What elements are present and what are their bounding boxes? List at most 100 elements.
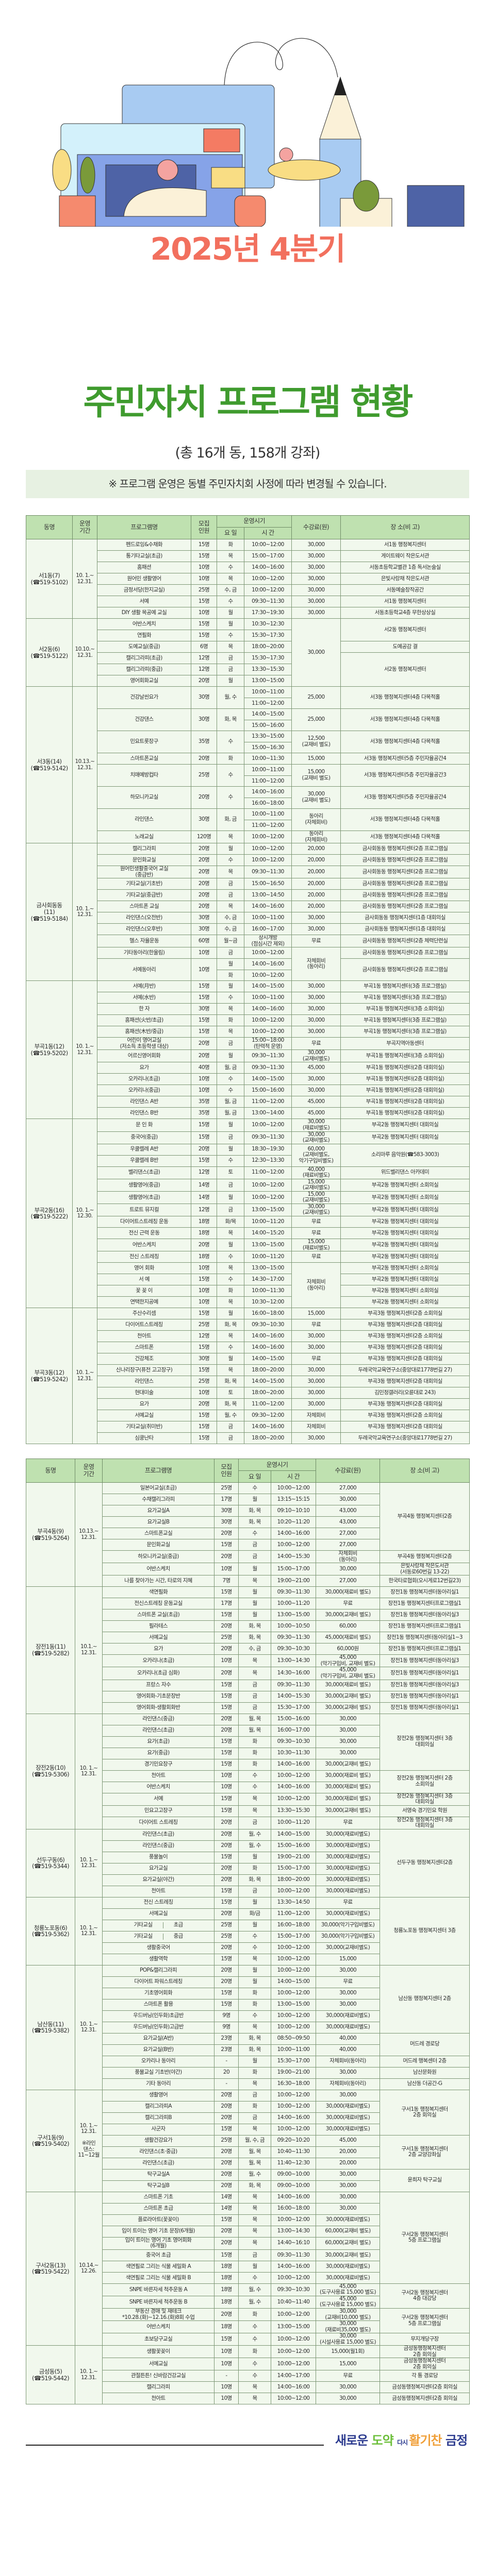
place: 장전1동 행정복지센터동아리실1 <box>380 1586 470 1599</box>
program-row: 영어회화-생활회화반 15명 금 15:30~17:00 30,000(교재비 별도) 장… <box>26 1702 470 1714</box>
capacity: 20명 <box>191 1037 217 1050</box>
program-name: 필라테스 <box>102 1620 214 1633</box>
program-name: 생활영어(중급) <box>97 1178 191 1192</box>
time: 09:30~11:30 <box>270 1586 317 1599</box>
capacity: 20명 <box>191 1398 217 1411</box>
program-row: 캘리그라피A 20명 화 10:00~12:00 30,000(재료비별도) <box>26 2100 470 2113</box>
fee: 30,000 <box>291 1342 341 1354</box>
program-name: 서 예 <box>97 1274 191 1286</box>
program-row: 구서2동(13) (☎519-5422) 10.14.~ 12.26. 스마트폰 기초… <box>26 2191 470 2346</box>
program-name: 색연필화 <box>102 1586 214 1599</box>
day: 월, 수 <box>238 2295 271 2309</box>
time: 13:00~15:00 <box>243 1262 292 1275</box>
capacity: 10명 <box>214 1654 239 1668</box>
fee: 30,000(재료비별도) <box>316 1851 381 1863</box>
program-row: 남산동(11) (☎519-5382) 10. 1.~ 12.31. POP&캘리그라… <box>26 1964 470 2090</box>
capacity: 18명 <box>214 2295 239 2309</box>
fee: 30,000 <box>316 1964 381 1977</box>
program-name: 치매예방컵타 <box>97 764 191 787</box>
fee: 무료 <box>291 1227 341 1240</box>
program-row: 라인댄스(중급) 20명 월, 수 15:00~16:00 30,000(재료비별도) <box>26 1840 470 1852</box>
place: 윤희자 탁구교실 <box>380 2168 470 2192</box>
program-row: 요가교실(B반) 23명 화, 목 10:00~11:00 40,000 <box>26 2044 470 2056</box>
fee: 30,000 <box>316 2089 381 2102</box>
day: 월 <box>217 1049 244 1063</box>
program-name: 문 인 화 <box>97 1118 191 1132</box>
program-row: 입이 트이는 영어 기초 영어회화 (6개월) 20명 목 14:40~16:10 60… <box>26 2236 470 2250</box>
capacity: 18명 <box>191 1227 217 1240</box>
fee: 45,000 <box>316 2134 381 2147</box>
place: 금성동행정복지센터 2층 회의실 <box>380 2358 470 2371</box>
time: 11:00~12:00 <box>270 1908 317 1920</box>
time: 10:00~12:00 <box>270 1885 317 1897</box>
program-name: 입이 트이는 영어 기초 문장(6개월) <box>102 2225 214 2238</box>
capacity: 15명 <box>191 1118 217 1132</box>
program-name: 라인댄스(오전반) <box>97 912 191 924</box>
dong-phone: (☎519-5264) <box>31 1534 70 1541</box>
col-header-dong: 동명 <box>26 1459 75 1483</box>
day: 화 <box>238 2066 271 2079</box>
program-name: 요가교실 <box>102 1862 214 1875</box>
program-name: 스마트폰교실 <box>97 753 191 765</box>
day: 월 <box>238 1964 271 1977</box>
program-row: 초보당구교실 15명 수 10:00~12:00 30,000 (시설사용료 15,00… <box>26 2333 470 2346</box>
program-row: 오카리나(중급) 10명 수 15:00~16:00 30,000 부곡1동 행정복지센터… <box>26 1084 470 1097</box>
period-cell: 10.13.~ 12.31. <box>75 1482 103 1587</box>
program-name: 문인화교실 <box>102 1539 214 1551</box>
program-row: 오카리나(초급 심화) 20명 목 14:30~16:00 45,000 (악기구입비,… <box>26 1667 470 1680</box>
capacity: 20명 <box>214 1550 239 1564</box>
day: 목 <box>238 1792 271 1806</box>
day: 수 <box>217 596 244 607</box>
capacity: 15명 <box>214 1851 239 1863</box>
place: 서동예술창작공간 <box>340 584 470 596</box>
program-row: 생활건강요가 25명 월, 수, 금 09:20~10:20 45,000 구서1동 행정… <box>26 2134 470 2170</box>
day: 월 <box>217 1308 244 1320</box>
program-name: 기타동아리(한울림) <box>97 947 191 959</box>
program-row: 라인댄스 25명 화, 목 14:00~15:00 30,000 부곡3동 행정복지센터2… <box>26 1376 470 1388</box>
program-name: 하모니카교실(중급) <box>102 1550 214 1564</box>
time: 14:00~16:00 <box>270 1781 317 1793</box>
dong-name: 청룡노포동(6) <box>34 1924 68 1931</box>
program-row: 서3동(14) (☎519-5142) 10.13.~ 12.31. 건강날씬요가 30… <box>26 686 470 844</box>
place: 구서2동 행정복지센터 5층 프로그램실 <box>380 2191 470 2284</box>
period-cell: 10. 1.~ 12.31. <box>75 1828 103 1897</box>
program-row: 서예동아리 10명 월 화 14:00~16:00 10:00~12:00 금사회동동 행정… <box>26 958 470 981</box>
day: 화 <box>217 1014 244 1027</box>
place: 도예공감 결 <box>340 641 470 653</box>
program-row: 청룡노포동(6) (☎519-5362) 10. 1.~ 12.31. 전신 스트레칭… <box>26 1896 470 1965</box>
dong-phone: (☎519-5222) <box>30 1213 68 1221</box>
capacity: 30명 <box>214 1505 239 1517</box>
fee: 45,000 <box>291 1062 341 1074</box>
capacity: 9명 <box>214 2021 239 2033</box>
capacity: 20명 <box>214 1713 239 1725</box>
program-name: 하모니카교실 <box>97 786 191 809</box>
program-row: 라인댄스(오전반) 30명 수, 금 10:00~11:00 30,000 금사회동동 행… <box>26 912 470 924</box>
col-header-program: 프로그램명 <box>102 1459 214 1483</box>
time: 12:30~13:30 <box>243 1155 292 1167</box>
period-cell: 10. 1.~ 12.31. <box>75 2345 103 2405</box>
dong-name-cell: 선두구동(6) (☎519-5344) <box>26 1828 75 1897</box>
day: 월 <box>238 1896 271 1909</box>
program-name: 영어회화-생활회화반 <box>102 1702 214 1714</box>
place: 부곡2동 행정복지센터 대회의실 <box>340 1118 470 1132</box>
place: 부곡3동 행정복지센터2층 대회의실 <box>340 1319 470 1331</box>
day: 수 <box>238 2370 271 2382</box>
day: 화 <box>217 753 244 765</box>
day: 월 <box>217 1143 244 1156</box>
time: 13:30~15:00 <box>252 733 284 739</box>
capacity: 10명 <box>191 947 217 959</box>
program-row: 기타 동아리 - 목 16:30~18:00 자체회비(동아리) 남산동 더공간-G <box>26 2078 470 2090</box>
fee: 45,000 (도구사용료 15,000 별도) <box>316 2295 381 2309</box>
fee: 무료 <box>291 1216 341 1228</box>
capacity: 15명 <box>214 1609 239 1621</box>
program-name: 오카리나(초급 심화) <box>102 1667 214 1680</box>
program-row: 꽃 꽂 이 10명 화 10:00~11:30 부곡2동 행정복지센터 소회의실 <box>26 1285 470 1297</box>
period-cell: 10.10.~ 12.31. <box>72 618 97 687</box>
program-name: 색연필로 그리는 식물 세밀화 A <box>102 2260 214 2273</box>
time: 10:00~12:00 <box>243 573 292 585</box>
place: 부곡2동 행정복지센터 소회의실 <box>340 1191 470 1204</box>
place: 서1동 행정복지센터 <box>340 596 470 607</box>
time: 10:40~11:30 <box>270 2146 317 2158</box>
program-name: 홈패션(木반/중급) <box>97 1026 191 1038</box>
capacity: 14명 <box>214 2202 239 2215</box>
